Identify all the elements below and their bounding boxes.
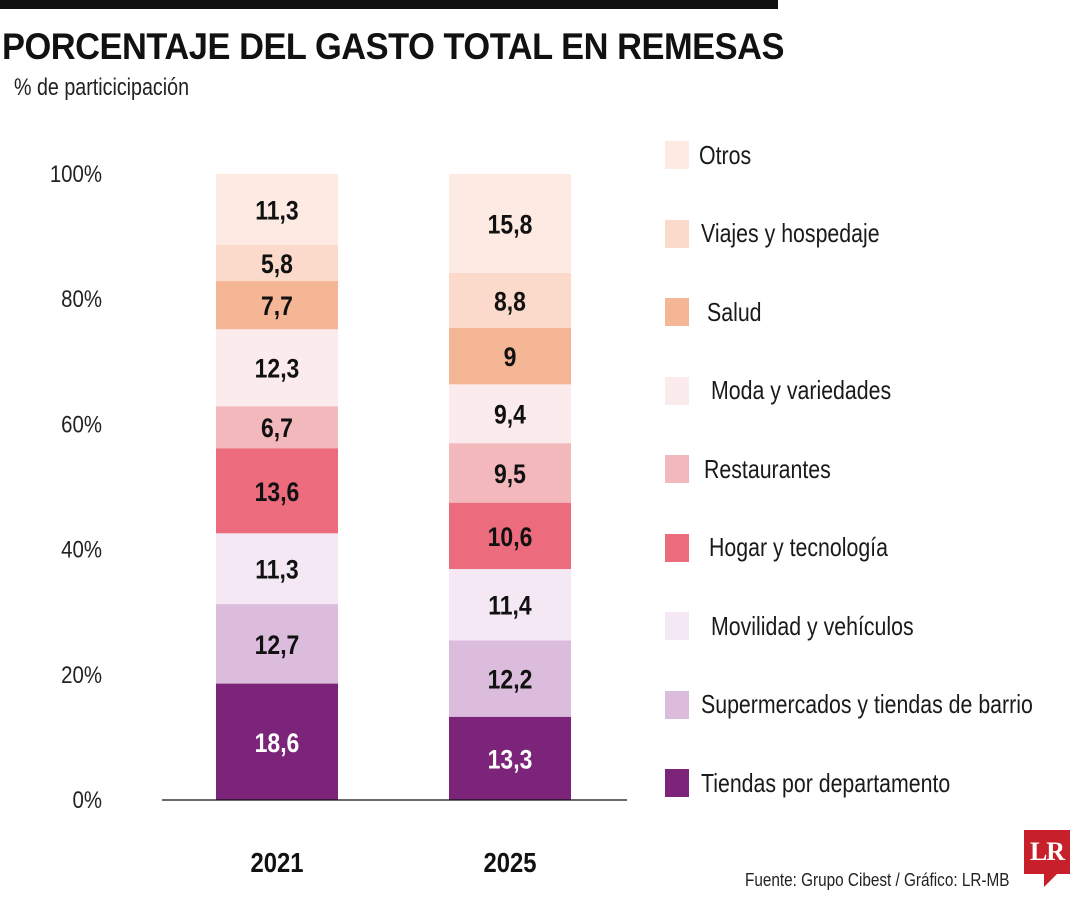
legend-swatch: [665, 455, 689, 483]
legend-label: Supermercados y tiendas de barrio: [701, 689, 1033, 719]
segment-value-label: 8,8: [494, 287, 526, 317]
legend-swatch: [665, 376, 689, 405]
legend-swatch: [665, 612, 689, 640]
y-tick-label: 20%: [61, 661, 102, 688]
bar-segment: [216, 448, 338, 534]
segment-value-label: 13,3: [488, 745, 533, 775]
segment-value-label: 9,4: [494, 400, 526, 430]
x-category-label: 2021: [251, 846, 304, 878]
segment-value-label: 10,6: [488, 522, 533, 552]
bar-segment: [449, 502, 571, 570]
segment-value-label: 6,7: [261, 414, 293, 444]
y-tick-label: 0%: [73, 786, 102, 813]
segment-value-label: 5,8: [261, 249, 293, 279]
bar-segment: [449, 384, 571, 444]
y-tick-label: 100%: [50, 160, 102, 187]
y-tick-label: 60%: [61, 411, 102, 438]
legend-label: Movilidad y vehículos: [711, 610, 914, 641]
chart-subtitle: % de particicipación: [14, 74, 190, 101]
bar-segment: [216, 533, 338, 605]
legend-item: Salud: [665, 297, 774, 327]
bar-segment: [449, 716, 571, 800]
legend-label: Tiendas por departamento: [701, 767, 951, 798]
bar-segment: [216, 604, 338, 684]
segment-value-label: 11,4: [488, 591, 531, 621]
legend-item: Movilidad y vehículos: [665, 611, 958, 641]
legend-swatch: [665, 769, 689, 797]
bar-segment: [216, 281, 338, 330]
bar-segment: [449, 443, 571, 503]
legend-label: Viajes y hospedaje: [701, 218, 880, 248]
legend-item: Hogar y tecnología: [665, 532, 927, 563]
bar-segment: [449, 640, 571, 717]
bar-segment: [216, 244, 338, 282]
lr-logo-tail: [1044, 873, 1058, 887]
segment-value-label: 12,2: [488, 665, 533, 695]
segment-value-label: 9,5: [494, 459, 526, 489]
source-note: Fuente: Grupo Cibest / Gráfico: LR-MB: [745, 870, 1010, 890]
legend-item: Restaurantes: [665, 454, 859, 484]
bar-segment: [216, 683, 338, 800]
x-category-label: 2025: [484, 846, 537, 878]
bar-segment: [449, 569, 571, 641]
chart-title: PORCENTAJE DEL GASTO TOTAL EN REMESAS: [2, 26, 784, 67]
y-tick-label: 80%: [61, 286, 102, 313]
bar-segment: [449, 272, 571, 328]
legend-swatch: [665, 298, 689, 326]
legend-item: Supermercados y tiendas de barrio: [665, 689, 1080, 720]
legend-item: Tiendas por departamento: [665, 768, 1005, 798]
legend-item: Moda y variedades: [665, 375, 931, 406]
segment-value-label: 12,3: [255, 354, 300, 384]
legend-label: Hogar y tecnología: [709, 532, 888, 562]
bar-segment: [449, 174, 571, 273]
segment-value-label: 9: [504, 342, 517, 372]
legend-label: Otros: [699, 139, 752, 170]
legend-item: Otros: [665, 140, 763, 170]
segment-value-label: 11,3: [255, 196, 298, 226]
legend-swatch: [665, 141, 689, 169]
bar-segment: [216, 174, 338, 245]
lr-logo: LR: [1024, 830, 1070, 874]
legend-swatch: [665, 690, 689, 719]
segment-value-label: 15,8: [488, 210, 533, 240]
legend-label: Salud: [707, 296, 762, 327]
segment-value-label: 11,3: [255, 555, 298, 585]
segment-value-label: 18,6: [255, 728, 300, 758]
y-tick-label: 40%: [61, 536, 102, 563]
legend-swatch: [665, 533, 689, 562]
segment-value-label: 7,7: [261, 291, 293, 321]
bar-segment: [216, 406, 338, 449]
segment-value-label: 13,6: [255, 477, 300, 507]
legend-swatch: [665, 219, 689, 248]
bar-segment: [216, 329, 338, 407]
legend-label: Restaurantes: [704, 453, 831, 484]
legend-label: Moda y variedades: [711, 375, 892, 405]
segment-value-label: 12,7: [255, 630, 300, 660]
bar-segment: [449, 327, 571, 385]
top-rule: [0, 0, 778, 9]
legend-item: Viajes y hospedaje: [665, 218, 919, 249]
